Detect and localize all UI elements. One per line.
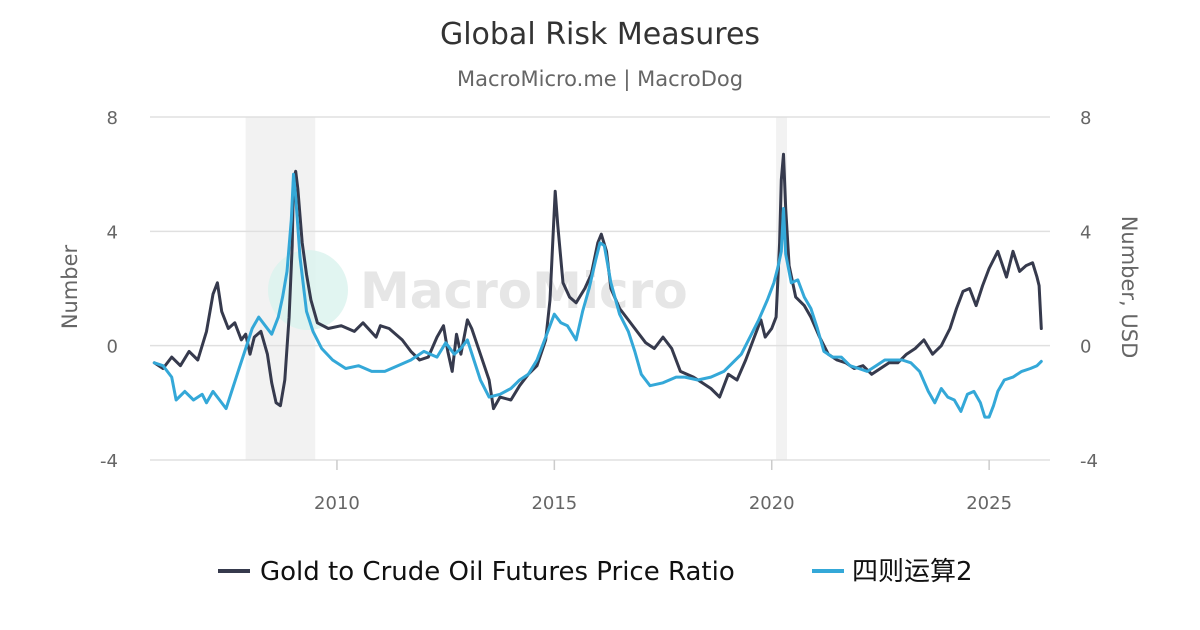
gridlines	[150, 116, 1050, 461]
chart-subtitle: MacroMicro.me | MacroDog	[457, 67, 743, 92]
series-layer	[152, 152, 1043, 419]
y-right-tick-label: 4	[1080, 222, 1091, 243]
y-right-tick-label: 8	[1080, 108, 1091, 129]
x-tick-label: 2020	[749, 493, 795, 514]
x-tick-label: 2015	[531, 493, 577, 514]
y-right-tick-label: -4	[1080, 451, 1098, 472]
y-left-tick-label: 4	[107, 222, 118, 243]
x-axis-ticks: 2010 2015 2020 2025	[314, 460, 1012, 514]
y-left-tick-label: -4	[100, 451, 118, 472]
y-axis-left-title: Number	[58, 244, 82, 329]
series-line-1	[152, 172, 1043, 419]
y-axis-left-ticks: -4 0 4 8	[100, 108, 118, 472]
y-axis-right-ticks: -4 0 4 8	[1080, 108, 1098, 472]
chart-title: Global Risk Measures	[440, 17, 760, 52]
legend-label-series-2: 四则运算2	[852, 557, 973, 587]
y-right-tick-label: 0	[1080, 337, 1091, 358]
watermark: MacroMicro	[268, 250, 688, 330]
legend: Gold to Crude Oil Futures Price Ratio 四则…	[218, 557, 973, 587]
y-left-tick-label: 8	[107, 108, 118, 129]
x-tick-label: 2025	[966, 493, 1012, 514]
legend-label-gold-oil-ratio: Gold to Crude Oil Futures Price Ratio	[260, 557, 735, 587]
shaded-period-1	[776, 117, 787, 460]
y-axis-right-title: Number, USD	[1117, 216, 1141, 359]
watermark-text: MacroMicro	[360, 262, 688, 320]
series-line-0	[152, 152, 1043, 411]
y-left-tick-label: 0	[107, 337, 118, 358]
x-tick-label: 2010	[314, 493, 360, 514]
legend-item-series-2[interactable]: 四则运算2	[812, 557, 973, 587]
legend-item-gold-oil-ratio[interactable]: Gold to Crude Oil Futures Price Ratio	[218, 557, 735, 587]
